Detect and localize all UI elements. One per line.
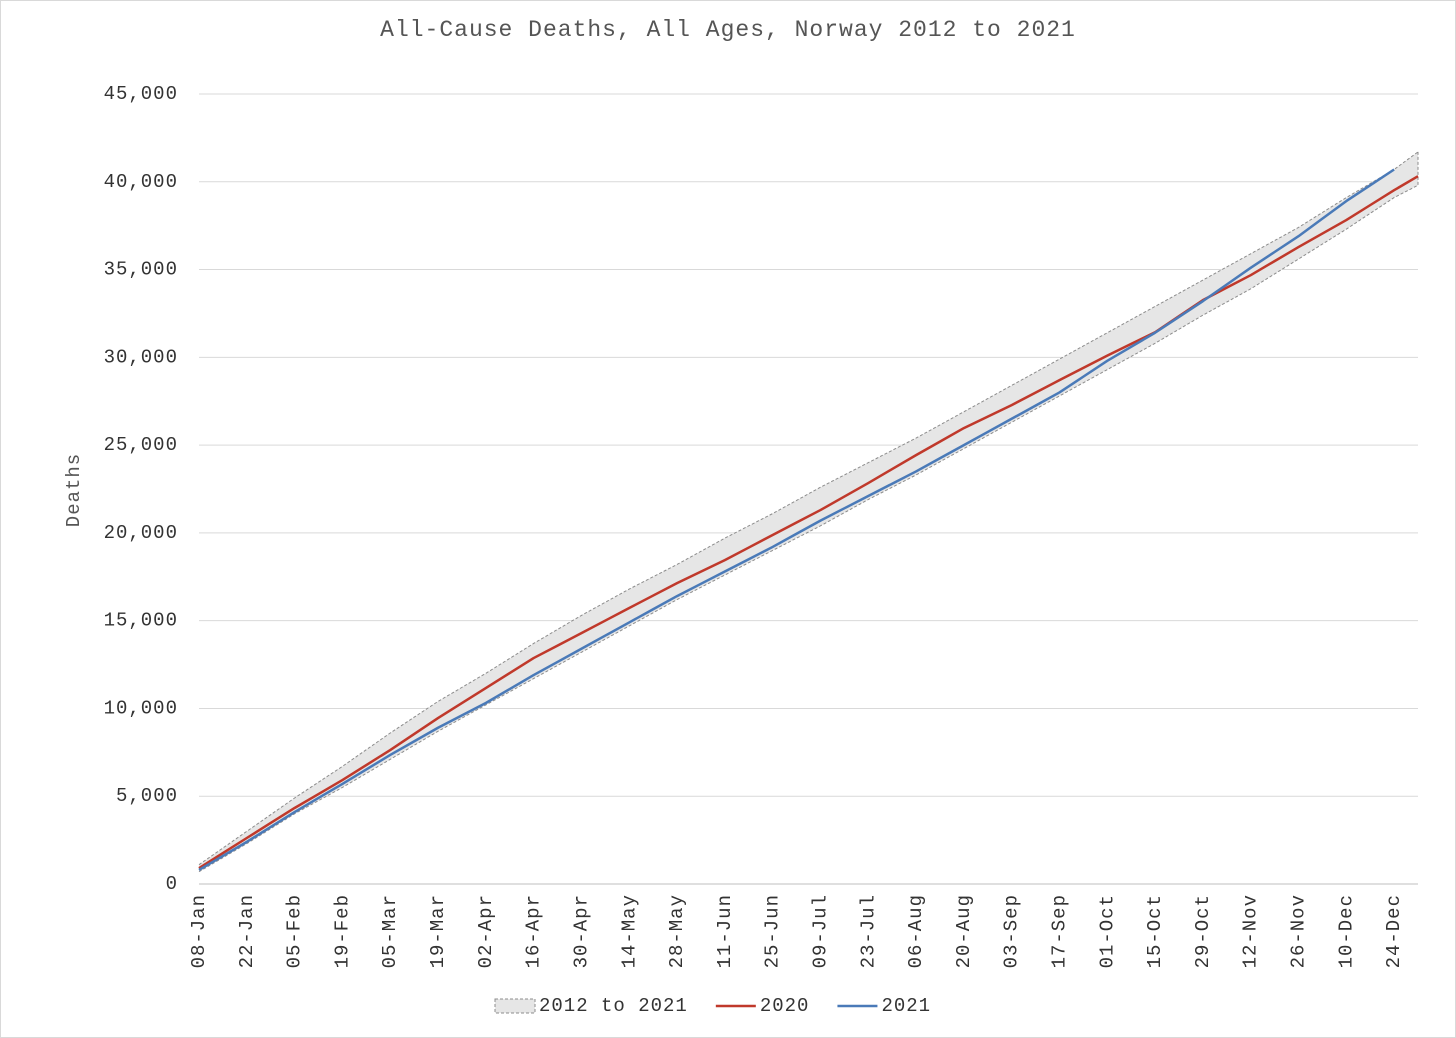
chart-title: All-Cause Deaths, All Ages, Norway 2012 … [380,17,1076,43]
x-tick-label: 23-Jul [857,894,879,968]
x-tick-label: 12-Nov [1240,894,1262,968]
y-tick-label: 45,000 [104,83,178,105]
x-tick-label: 11-Jun [714,894,736,968]
legend-label: 2012 to 2021 [539,995,688,1017]
x-tick-label: 25-Jun [762,894,784,968]
y-tick-label: 15,000 [104,610,178,632]
x-tick-label: 09-Jul [809,894,831,968]
x-tick-label: 06-Aug [905,894,927,968]
x-tick-label: 30-Apr [570,894,592,968]
y-tick-label: 10,000 [104,697,178,719]
x-tick-label: 28-May [666,894,688,968]
y-axis-label: Deaths [63,453,85,527]
y-tick-label: 20,000 [104,522,178,544]
y-tick-label: 35,000 [104,259,178,281]
y-tick-label: 0 [166,873,178,895]
x-tick-label: 02-Apr [475,894,497,968]
x-tick-label: 20-Aug [953,894,975,968]
x-tick-label: 01-Oct [1096,894,1118,968]
y-tick-label: 30,000 [104,346,178,368]
x-tick-label: 19-Mar [427,894,449,968]
x-tick-label: 15-Oct [1144,894,1166,968]
band-upper-edge [198,151,1419,866]
x-tick-label: 19-Feb [331,894,353,968]
legend-swatch [494,998,536,1014]
x-tick-label: 10-Dec [1335,894,1357,968]
legend-label: 2020 [760,995,810,1017]
y-tick-label: 40,000 [104,171,178,193]
y-tick-label: 5,000 [116,785,178,807]
x-tick-label: 26-Nov [1288,894,1310,968]
x-tick-label: 08-Jan [188,894,210,968]
series-line [198,168,1395,872]
x-tick-label: 16-Apr [523,894,545,968]
x-tick-label: 22-Jan [236,894,258,968]
band-lower-edge [198,184,1419,873]
x-tick-label: 17-Sep [1048,894,1070,968]
x-tick-label: 24-Dec [1383,894,1405,968]
x-tick-label: 05-Feb [284,894,306,968]
x-tick-label: 14-May [618,894,640,968]
x-tick-label: 03-Sep [1001,894,1023,968]
y-tick-label: 25,000 [104,434,178,456]
x-tick-label: 29-Oct [1192,894,1214,968]
x-tick-label: 05-Mar [379,894,401,968]
legend-label: 2021 [881,995,931,1017]
